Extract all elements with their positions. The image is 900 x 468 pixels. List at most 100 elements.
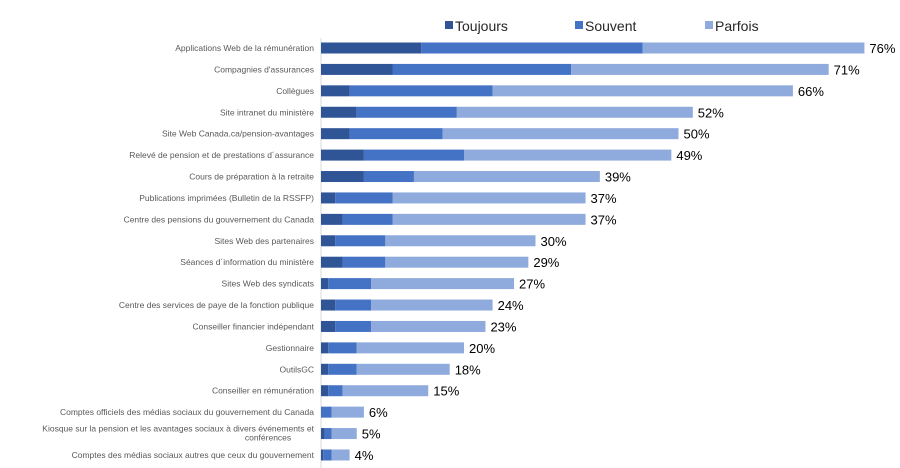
bar-segment-souvent: [335, 299, 372, 311]
bar-segment-parfois: [385, 256, 529, 268]
bar-segment-toujours: [321, 85, 350, 97]
bar-segment-parfois: [331, 406, 364, 418]
bar-segment-toujours: [321, 192, 336, 204]
legend-swatch-parfois: [705, 21, 713, 29]
bar-segment-toujours: [321, 299, 336, 311]
bar-segment-parfois: [356, 363, 450, 375]
bar-segment-souvent: [349, 85, 493, 97]
bar-segment-toujours: [321, 106, 357, 118]
total-label: 52%: [698, 105, 724, 120]
bar-segment-parfois: [385, 235, 536, 247]
bar-segment-souvent: [328, 342, 357, 354]
total-label: 27%: [519, 277, 545, 292]
bar-segment-toujours: [321, 128, 350, 140]
bar-segment-toujours: [321, 342, 329, 354]
bar-segment-souvent: [323, 449, 332, 461]
bar-segment-parfois: [342, 385, 429, 397]
legend-swatch-toujours: [445, 21, 453, 29]
bar-segment-parfois: [464, 149, 672, 161]
category-label: Conseiller en rémunération: [212, 386, 314, 396]
category-label: Comptes officiels des médias sociaux du …: [60, 407, 314, 417]
category-label: Kiosque sur la pension et les avantages …: [42, 424, 314, 443]
bar-segment-toujours: [321, 213, 343, 225]
bar-segment-souvent: [392, 63, 572, 75]
total-label: 71%: [834, 62, 860, 77]
bar-segment-souvent: [342, 213, 393, 225]
total-label: 29%: [533, 255, 559, 270]
bar-segment-souvent: [335, 192, 393, 204]
total-label: 30%: [541, 234, 567, 249]
bar-segment-souvent: [328, 385, 343, 397]
bar-segment-parfois: [371, 299, 493, 311]
bar-segment-toujours: [321, 171, 364, 183]
category-label: Cours de préparation à la retraite: [189, 172, 314, 182]
bar-segment-parfois: [492, 85, 793, 97]
bar-segment-toujours: [321, 63, 393, 75]
category-label: Applications Web de la rémunération: [175, 43, 314, 53]
bar-segment-toujours: [321, 320, 336, 332]
total-label: 37%: [591, 212, 617, 227]
category-label: Collègues: [276, 86, 314, 96]
bar-segment-parfois: [331, 428, 357, 440]
bar-segment-parfois: [371, 278, 515, 290]
category-label: Conseiller financier indépendant: [193, 321, 315, 331]
category-label: Site Web Canada.ca/pension-avantages: [162, 129, 314, 139]
bar-segment-souvent: [321, 406, 332, 418]
bar-segment-parfois: [642, 42, 865, 54]
bar-segment-toujours: [321, 256, 343, 268]
total-label: 37%: [591, 191, 617, 206]
bar-segment-souvent: [349, 128, 443, 140]
total-label: 20%: [469, 341, 495, 356]
bar-segment-toujours: [321, 428, 325, 440]
bar-segment-parfois: [392, 192, 586, 204]
category-label: Sites Web des syndicats: [222, 279, 314, 289]
legend-swatch-souvent: [575, 21, 583, 29]
bar-segment-parfois: [456, 106, 693, 118]
bar-segment-parfois: [356, 342, 464, 354]
bar-segment-toujours: [321, 449, 324, 461]
bar-segment-souvent: [363, 171, 414, 183]
bar-segment-parfois: [571, 63, 829, 75]
total-label: 6%: [369, 405, 388, 420]
category-label: Sites Web des partenaires: [214, 236, 314, 246]
total-label: 15%: [433, 384, 459, 399]
total-label: 76%: [869, 41, 895, 56]
bar-segment-souvent: [328, 278, 372, 290]
category-label: Relevé de pension et de prestations d´as…: [129, 150, 314, 160]
bar-segment-souvent: [324, 428, 332, 440]
bar-segment-toujours: [321, 42, 422, 54]
bar-segment-parfois: [392, 213, 586, 225]
total-label: 18%: [455, 362, 481, 377]
bar-segment-toujours: [321, 235, 336, 247]
bar-segment-souvent: [335, 235, 386, 247]
total-label: 49%: [676, 148, 702, 163]
bar-segment-parfois: [331, 449, 350, 461]
category-label: OutilsGC: [280, 364, 314, 374]
category-label: Publications imprimées (Bulletin de la R…: [139, 193, 314, 203]
category-label: Compagnies d'assurances: [214, 64, 314, 74]
category-label: Comptes des médias sociaux autres que ce…: [72, 450, 315, 460]
category-label: Site intranet du ministère: [220, 107, 314, 117]
total-label: 5%: [362, 427, 381, 442]
bar-segment-parfois: [413, 171, 600, 183]
bar-segment-souvent: [356, 106, 457, 118]
total-label: 24%: [498, 298, 524, 313]
total-label: 39%: [605, 170, 631, 185]
legend-label-souvent: Souvent: [585, 18, 636, 34]
total-label: 66%: [798, 84, 824, 99]
bar-segment-toujours: [321, 149, 364, 161]
category-label: Gestionnaire: [266, 343, 314, 353]
bar-segment-souvent: [363, 149, 464, 161]
total-label: 50%: [684, 127, 710, 142]
bar-segment-toujours: [321, 385, 329, 397]
legend-label-toujours: Toujours: [455, 18, 508, 34]
category-label: Centre des pensions du gouvernement du C…: [124, 214, 315, 224]
total-label: 4%: [355, 448, 374, 463]
bar-segment-parfois: [442, 128, 679, 140]
legend-label-parfois: Parfois: [715, 18, 759, 34]
bar-segment-parfois: [371, 320, 486, 332]
category-label: Centre des services de paye de la foncti…: [119, 300, 314, 310]
category-label: Séances d´information du ministère: [180, 257, 314, 267]
bar-segment-toujours: [321, 363, 329, 375]
